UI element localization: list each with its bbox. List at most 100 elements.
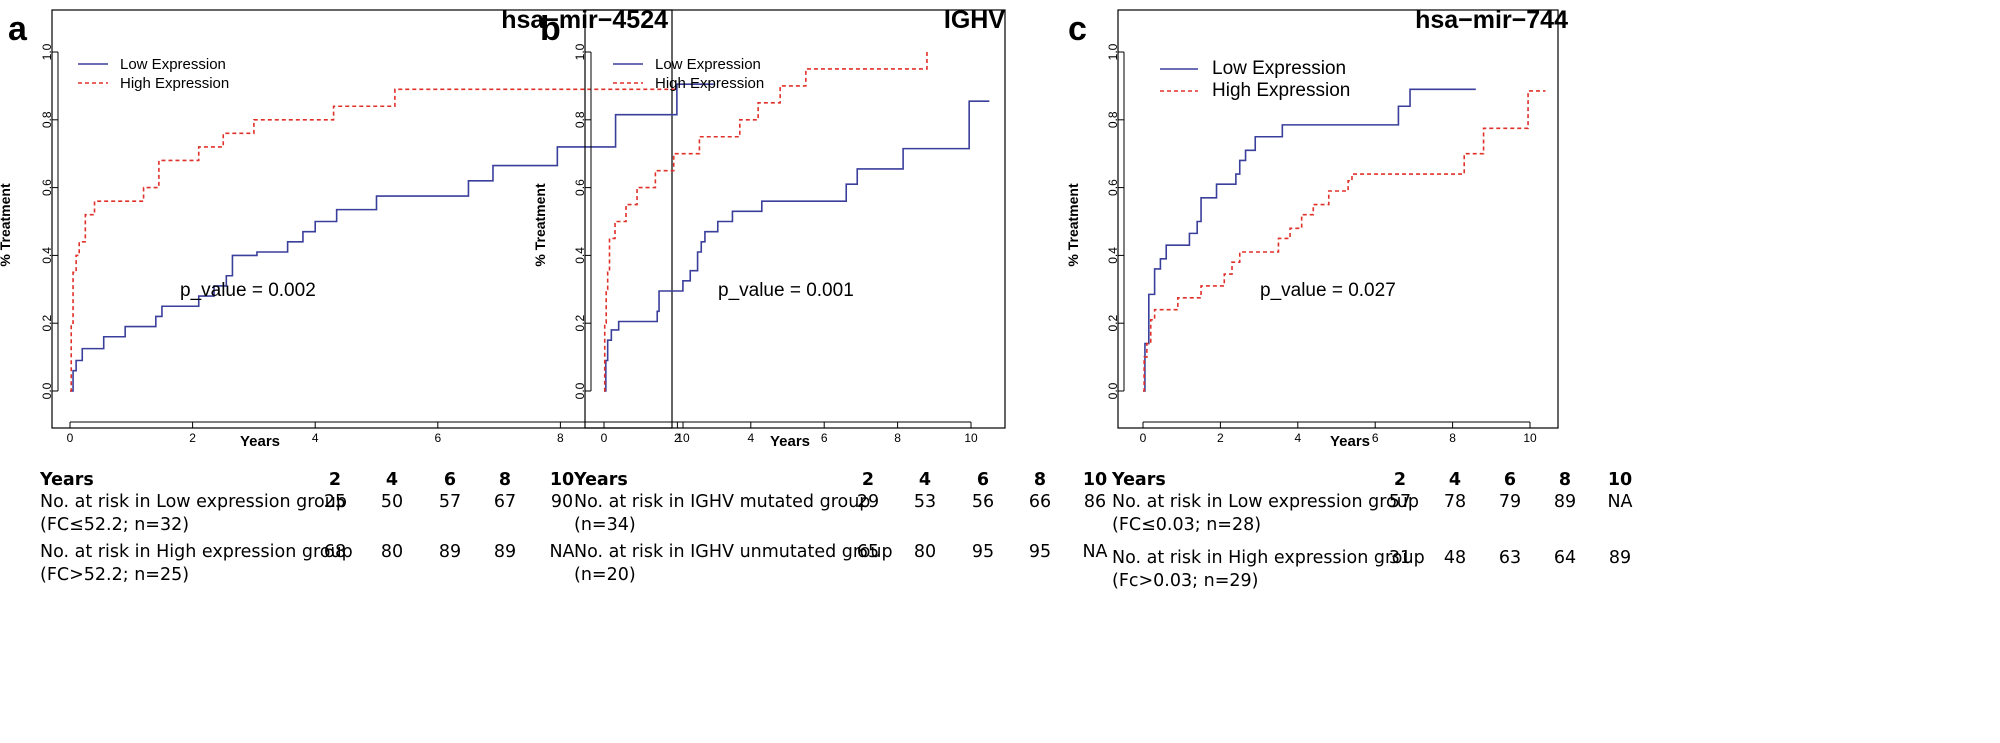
risk-value: NA: [549, 542, 575, 562]
legend-label: High Expression: [1212, 80, 1350, 101]
x-tick-label: 2: [1217, 431, 1224, 445]
y-tick-label: 0.6: [40, 179, 54, 196]
risk-value: 78: [1443, 492, 1467, 512]
risk-table-row: No. at risk in Low expression group 57 78 7…: [1112, 492, 1712, 540]
risk-table-header: Years 2 4 6 8 10: [1112, 470, 1632, 490]
legend-label: High Expression: [120, 75, 229, 92]
x-tick-label: 0: [67, 431, 74, 445]
risk-value: 68: [323, 542, 347, 562]
panel-title: hsa−mir−744: [1415, 6, 1568, 34]
y-tick-label: 0.6: [573, 179, 587, 196]
risk-value: 80: [380, 542, 404, 562]
risk-value: NA: [1082, 542, 1108, 562]
risk-value: 89: [493, 542, 517, 562]
plot-frame: [1117, 9, 1559, 429]
series-line-low-expression: [70, 83, 714, 392]
y-tick-label: 0.8: [1106, 111, 1120, 128]
risk-value: 64: [1553, 548, 1577, 568]
risk-table-row: No. at risk in IGHV mutated group 29 53 56 6…: [574, 492, 1174, 540]
y-tick-label: 0.4: [573, 247, 587, 264]
x-tick-label: 8: [1449, 431, 1456, 445]
risk-value: 25: [323, 492, 347, 512]
panel-letter: b: [540, 10, 561, 48]
risk-table-year: 6: [1503, 470, 1517, 490]
y-axis-label: % Treatment: [532, 183, 548, 267]
km-panel-a: 0.0 0.2 0.4 0.6 0.8 1.0 0 2 4 6 8 10 Years % Treatmen…: [0, 6, 714, 450]
risk-row-sublabel: (Fc>0.03; n=29): [1112, 571, 1259, 591]
y-tick-label: 0.0: [573, 382, 587, 399]
risk-table-year: 10: [549, 470, 575, 490]
y-tick-label: 0.0: [1106, 382, 1120, 399]
risk-value: 53: [913, 492, 937, 512]
km-panel-c: 0.0 0.2 0.4 0.6 0.8 1.0 0 2 4 6 8 10 Years % Treatmen…: [1065, 6, 1568, 450]
legend-label: Low Expression: [120, 56, 226, 73]
risk-row-sublabel: (FC≤52.2; n=32): [40, 515, 190, 535]
risk-table-year: 4: [1448, 470, 1462, 490]
risk-value: 67: [493, 492, 517, 512]
x-tick-label: 2: [189, 431, 196, 445]
panel-letter: c: [1068, 10, 1087, 48]
legend-label: High Expression: [655, 75, 764, 92]
risk-table-year: 10: [1607, 470, 1633, 490]
risk-value: 95: [1028, 542, 1052, 562]
risk-value: 50: [380, 492, 404, 512]
risk-table-row: No. at risk in Low expression group 25 50 5…: [40, 492, 640, 540]
risk-table-header-label: Years: [40, 470, 94, 490]
risk-table-year: 4: [385, 470, 399, 490]
legend-label: Low Expression: [1212, 58, 1346, 79]
risk-value: 65: [856, 542, 880, 562]
x-tick-label: 6: [1372, 431, 1379, 445]
risk-value: 66: [1028, 492, 1052, 512]
risk-value: 80: [913, 542, 937, 562]
panel-title: IGHV: [944, 6, 1005, 34]
plot-frame: [51, 9, 673, 429]
risk-table-year: 8: [498, 470, 512, 490]
risk-table-year: 8: [1033, 470, 1047, 490]
series-line-high-expression: [70, 88, 677, 392]
risk-value: 89: [1608, 548, 1632, 568]
p-value-annotation: p_value = 0.002: [180, 280, 316, 301]
plot-frame: [584, 9, 1006, 429]
x-tick-label: 8: [894, 431, 901, 445]
risk-row-sublabel: (n=20): [574, 565, 636, 585]
risk-table-year: 2: [1393, 470, 1407, 490]
risk-table-year: 6: [976, 470, 990, 490]
x-tick-label: 6: [434, 431, 441, 445]
risk-table-year: 4: [918, 470, 932, 490]
risk-row-label: No. at risk in Low expression group: [40, 492, 347, 512]
y-tick-label: 0.8: [40, 111, 54, 128]
risk-table-c: Years 2 4 6 8 10 No. at risk in Low expression…: [1112, 470, 1712, 591]
risk-row-sublabel: (FC≤0.03; n=28): [1112, 515, 1262, 535]
x-tick-label: 10: [676, 431, 690, 445]
x-axis-label: Years: [770, 433, 810, 450]
risk-row-label: No. at risk in High expression group: [1112, 548, 1425, 568]
risk-value: 79: [1498, 492, 1522, 512]
risk-table-b: Years 2 4 6 8 10 No. at risk in IGHV mutated g…: [574, 470, 1174, 590]
risk-table-row: No. at risk in IGHV unmutated group 65 80 9…: [574, 542, 1174, 590]
risk-row-label: No. at risk in Low expression group: [1112, 492, 1419, 512]
risk-value: 63: [1498, 548, 1522, 568]
risk-table-row: No. at risk in High expression group 68 80…: [40, 542, 640, 590]
risk-table-header: Years 2 4 6 8 10: [574, 470, 1107, 490]
x-tick-label: 0: [601, 431, 608, 445]
x-axis-label: Years: [1330, 433, 1370, 450]
p-value-annotation: p_value = 0.027: [1260, 280, 1396, 301]
risk-table-header: Years 2 4 6 8 10: [40, 470, 574, 490]
risk-table-row: No. at risk in High expression group 31 48…: [1112, 548, 1712, 596]
km-panel-b: 0.0 0.2 0.4 0.6 0.8 1.0 0 2 4 6 8 10 Years % Treatmen…: [532, 6, 1006, 450]
risk-table-year: 2: [328, 470, 342, 490]
risk-value: 86: [1083, 492, 1107, 512]
x-tick-label: 10: [964, 431, 978, 445]
risk-value: 31: [1388, 548, 1412, 568]
y-tick-label: 0.4: [1106, 247, 1120, 264]
risk-table-header-label: Years: [1112, 470, 1166, 490]
x-tick-label: 10: [1523, 431, 1537, 445]
y-tick-label: 0.4: [40, 247, 54, 264]
y-tick-label: 0.2: [40, 315, 54, 332]
p-value-annotation: p_value = 0.001: [718, 280, 854, 301]
series-line-high-expression: [603, 52, 928, 392]
risk-table-a: Years 2 4 6 8 10 No. at risk in Low expression…: [40, 470, 640, 590]
y-tick-label: 0.2: [1106, 315, 1120, 332]
x-axis-label: Years: [240, 433, 280, 450]
